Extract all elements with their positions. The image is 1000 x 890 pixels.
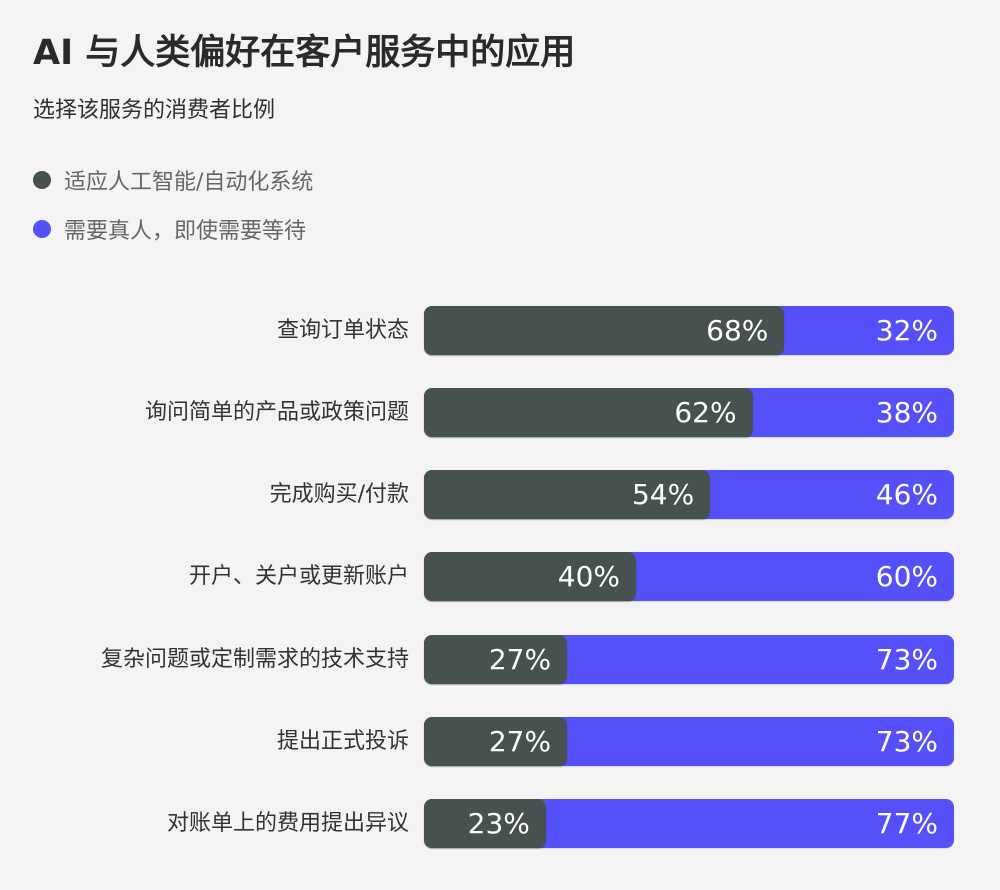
category-label: 开户、关户或更新账户 — [188, 564, 409, 589]
legend-dot-human-icon — [33, 220, 51, 238]
category-label: 提出正式投诉 — [276, 729, 409, 754]
bar-row: 询问简单的产品或政策问题 62% 38% — [0, 388, 1000, 437]
bar-row: 复杂问题或定制需求的技术支持 27% 73% — [0, 635, 1000, 684]
legend-label-human: 需要真人，即使需要等待 — [64, 219, 307, 244]
legend-dot-ai-icon — [33, 171, 51, 189]
value-label-ai: 40% — [557, 560, 620, 593]
stacked-bar: 40% 60% — [424, 552, 954, 601]
value-label-ai: 68% — [706, 314, 769, 347]
value-label-human: 46% — [875, 478, 938, 511]
chart-title: AI 与人类偏好在客户服务中的应用 — [33, 33, 576, 73]
value-label-ai: 62% — [674, 396, 737, 429]
bar-segment-ai: 23% — [424, 799, 546, 848]
value-label-human: 38% — [875, 396, 938, 429]
stacked-bar: 23% 77% — [424, 799, 954, 848]
legend: 适应人工智能/自动化系统 需要真人，即使需要等待 — [33, 165, 313, 263]
bar-segment-ai: 54% — [424, 470, 711, 519]
legend-item-ai: 适应人工智能/自动化系统 — [33, 165, 313, 195]
stacked-bar: 27% 73% — [424, 717, 954, 766]
stacked-bar: 62% 38% — [424, 388, 954, 437]
category-label: 查询订单状态 — [276, 318, 409, 343]
bar-row: 开户、关户或更新账户 40% 60% — [0, 552, 1000, 601]
value-label-human: 32% — [875, 314, 938, 347]
value-label-human: 77% — [875, 807, 938, 840]
legend-item-human: 需要真人，即使需要等待 — [33, 214, 313, 244]
value-label-ai: 23% — [467, 807, 530, 840]
value-label-human: 60% — [875, 560, 938, 593]
bar-segment-ai: 27% — [424, 717, 568, 766]
bar-row: 完成购买/付款 54% 46% — [0, 470, 1000, 519]
value-label-ai: 27% — [488, 643, 552, 676]
category-label: 完成购买/付款 — [269, 482, 409, 507]
value-label-human: 73% — [875, 725, 938, 758]
category-label: 复杂问题或定制需求的技术支持 — [100, 647, 409, 672]
value-label-human: 73% — [875, 643, 938, 676]
value-label-ai: 54% — [631, 478, 695, 511]
bar-row: 对账单上的费用提出异议 23% 77% — [0, 799, 1000, 848]
category-label: 对账单上的费用提出异议 — [166, 811, 409, 836]
bar-row: 提出正式投诉 27% 73% — [0, 717, 1000, 766]
bar-segment-ai: 68% — [424, 306, 785, 355]
stacked-bar: 68% 32% — [424, 306, 954, 355]
bar-segment-ai: 62% — [424, 388, 753, 437]
legend-label-ai: 适应人工智能/自动化系统 — [64, 170, 314, 195]
stacked-bar: 54% 46% — [424, 470, 954, 519]
chart-subtitle: 选择该服务的消费者比例 — [33, 98, 276, 123]
category-label: 询问简单的产品或政策问题 — [144, 400, 409, 425]
value-label-ai: 27% — [488, 725, 552, 758]
stacked-bar: 27% 73% — [424, 635, 954, 684]
bar-segment-ai: 40% — [424, 552, 636, 601]
bar-segment-ai: 27% — [424, 635, 568, 684]
bar-row: 查询订单状态 68% 32% — [0, 306, 1000, 355]
